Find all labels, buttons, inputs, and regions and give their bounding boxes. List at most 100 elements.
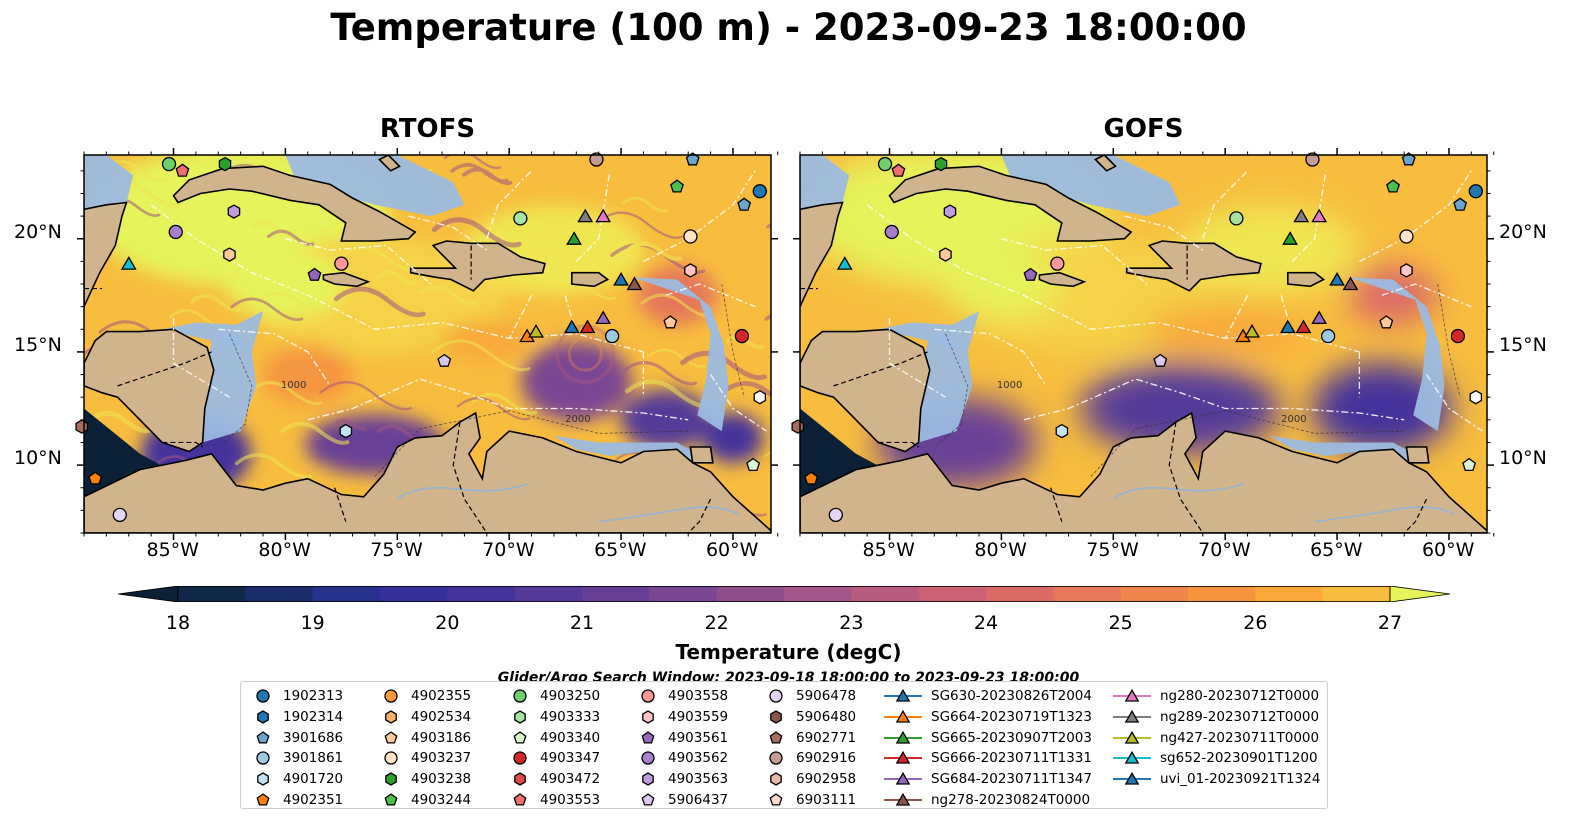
- triangle-marker-icon: [884, 792, 922, 806]
- argo-marker: [828, 507, 843, 523]
- contour-label-1000: 1000: [281, 380, 306, 391]
- legend-label: 5906480: [796, 709, 857, 726]
- circle-marker-icon: [256, 751, 270, 766]
- legend-label: 4902534: [411, 709, 472, 726]
- circle-marker-icon: [641, 751, 655, 766]
- legend-label: ng289-20230712T0000: [1160, 709, 1320, 726]
- legend-entry: 4901720: [251, 769, 343, 790]
- eez-boundaries: [866, 170, 1483, 432]
- legend-marker: [642, 772, 654, 786]
- legend-entry: 5906478: [764, 686, 856, 707]
- legend-marker: [257, 772, 269, 786]
- legend-entry: 4902351: [251, 789, 343, 810]
- colorbar-tick-label: 25: [1108, 612, 1133, 634]
- argo-marker: [663, 315, 678, 329]
- lon-tick-label: 75°W: [1086, 539, 1139, 561]
- legend-label: SG665-20230907T2003: [931, 729, 1092, 746]
- hexagon-marker-icon: [385, 710, 397, 724]
- legend-marker: [895, 689, 911, 702]
- lon-tick-label: 80°W: [258, 539, 311, 561]
- legend-column: 4903558 4903559 4903561 4903562 4903563 59064…: [636, 686, 728, 810]
- legend-entry: 4903340: [508, 727, 600, 748]
- legend-marker: [384, 751, 398, 766]
- map-rtofs[interactable]: 1000 2000: [75, 148, 779, 540]
- lat-tick-label: 10°N: [14, 447, 62, 470]
- triangle-marker-icon: [1113, 771, 1151, 785]
- legend-label: SG630-20230826T2004: [931, 688, 1092, 705]
- legend-label: 5906478: [796, 688, 857, 705]
- panel-title-rtofs: RTOFS: [379, 114, 476, 144]
- lon-tick-label: 65°W: [1310, 539, 1363, 561]
- legend-entry: 4903559: [636, 707, 728, 728]
- contour-label-1000: 1000: [997, 380, 1022, 391]
- hexagon-marker-icon: [257, 772, 269, 786]
- hexagon-marker-icon: [642, 710, 654, 724]
- pentagon-marker-icon: [513, 730, 527, 744]
- country-borders: [84, 245, 712, 533]
- hexagon-marker-icon: [514, 772, 526, 786]
- legend-marker: [769, 792, 783, 806]
- shelf-yucShelf: [800, 155, 850, 210]
- shelf-bahShelf: [1001, 155, 1181, 217]
- legend-entry: ng289-20230712T0000: [1112, 707, 1320, 728]
- pentagon-marker-icon: [256, 730, 270, 744]
- colorbar-tick-label: 22: [704, 612, 729, 634]
- colorbar-label: Temperature (degC): [675, 640, 902, 664]
- land-yucatan: [800, 201, 844, 308]
- legend-label: 4903238: [411, 771, 472, 788]
- shelf-nicShelf: [918, 331, 973, 443]
- legend-entry: 6902958: [764, 769, 856, 790]
- lon-tick-label: 60°W: [1421, 539, 1475, 561]
- legend-label: 4903558: [668, 688, 729, 705]
- argo-marker: [1055, 423, 1069, 439]
- legend-marker: [1124, 751, 1140, 765]
- shelf-hondShelf: [878, 311, 979, 352]
- legend-label: ng427-20230711T0000: [1160, 729, 1320, 746]
- legend-entry: 4903553: [508, 789, 600, 810]
- legend-label: 4903553: [540, 791, 601, 808]
- argo-marker: [1050, 256, 1065, 271]
- legend-entry: 5906437: [636, 789, 728, 810]
- axis-ticks: [793, 148, 1495, 540]
- land-puertoRico: [570, 271, 610, 288]
- legend-label: 4903562: [668, 750, 729, 767]
- land-southAmerica: [84, 411, 771, 533]
- argo-marker: [1468, 184, 1483, 199]
- legend-marker: [513, 730, 527, 744]
- argo-marker: [1469, 389, 1483, 405]
- pentagon-marker-icon: [513, 792, 527, 806]
- circle-marker-icon: [513, 751, 527, 766]
- land-bahamas2: [378, 155, 401, 172]
- argo-marker: [1320, 328, 1336, 344]
- legend-marker: [895, 751, 911, 765]
- shelf-antilles: [1348, 277, 1445, 432]
- legend-entry: 6902916: [764, 748, 856, 769]
- legend-entry: 4903244: [379, 789, 471, 810]
- legend-entry: 4903238: [379, 769, 471, 790]
- hexagon-marker-icon: [257, 710, 269, 724]
- legend-label: SG664-20230719T1323: [931, 709, 1092, 726]
- legend-entry: SG666-20230711T1331: [883, 748, 1092, 769]
- legend-label: 4903186: [411, 729, 472, 746]
- legend-marker: [641, 751, 655, 766]
- argo-marker: [1379, 315, 1394, 329]
- argo-marker: [670, 179, 684, 193]
- circle-marker-icon: [641, 689, 655, 703]
- glider-marker: [577, 208, 594, 223]
- glider-marker: [1244, 323, 1260, 338]
- argo-marker: [1305, 152, 1320, 167]
- legend-marker: [256, 751, 270, 766]
- legend-entry: ng427-20230711T0000: [1112, 727, 1320, 748]
- land-southAmerica: [800, 411, 1487, 533]
- legend-label: 4902355: [411, 688, 472, 705]
- argo-marker: [75, 419, 89, 434]
- lon-tick-label: 65°W: [594, 539, 647, 561]
- land-bahamas2: [1094, 155, 1117, 172]
- legend-entry: 6902771: [764, 727, 856, 748]
- map-gofs[interactable]: 1000 2000: [791, 148, 1495, 540]
- legend-label: 4903250: [540, 688, 601, 705]
- land-puertoRico: [1286, 271, 1326, 288]
- glider-marker: [1329, 271, 1345, 286]
- legend-column: 4902355 4902534 4903186 4903237 4903238 49032…: [379, 686, 471, 810]
- argo-marker: [939, 247, 952, 262]
